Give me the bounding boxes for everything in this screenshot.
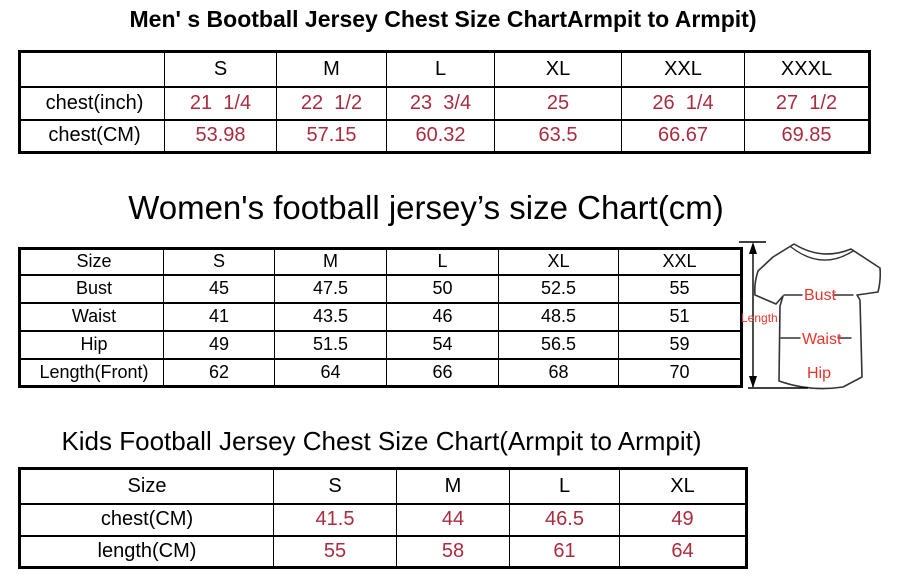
cell: 23 3/4: [386, 85, 495, 121]
length-arrowhead-top: [749, 242, 757, 254]
cell: 44: [396, 502, 510, 537]
kids-chart-title: Kids Football Jersey Chest Size Chart(Ar…: [61, 426, 702, 456]
cell: 43.5: [274, 301, 387, 332]
table-row: chest(CM) 53.98 57.15 60.32 63.5 66.67 6…: [19, 118, 870, 154]
cell: 58: [396, 534, 510, 569]
column-header: XXL: [621, 50, 745, 88]
row-label: Waist: [19, 301, 164, 332]
cell: 48.5: [498, 301, 619, 332]
cell: 50: [386, 273, 499, 304]
cell: 41.5: [273, 502, 397, 537]
cell: 49: [619, 502, 747, 537]
column-header: L: [509, 467, 620, 505]
column-header: XL: [619, 467, 747, 505]
hip-label: Hip: [807, 365, 831, 382]
row-label: chest(CM): [19, 118, 165, 154]
mens-chart-title: Men' s Bootball Jersey Chest Size ChartA…: [129, 6, 757, 32]
cell: 26 1/4: [621, 85, 745, 121]
cell: 49: [163, 329, 275, 360]
table-header-row: Size S M L XL XXL: [19, 247, 742, 276]
column-header: Size: [19, 247, 164, 276]
column-header: S: [164, 50, 277, 88]
cell: 45: [163, 273, 275, 304]
column-header: L: [386, 247, 499, 276]
table-row: Length(Front) 62 64 66 68 70: [19, 357, 742, 388]
cell: 57.15: [276, 118, 387, 154]
bust-label: Bust: [804, 287, 837, 304]
column-header: XXL: [618, 247, 742, 276]
table-row: chest(CM) 41.5 44 46.5 49: [19, 502, 747, 537]
cell: 47.5: [274, 273, 387, 304]
cell: 46: [386, 301, 499, 332]
cell: 59: [618, 329, 742, 360]
cell: 21 1/4: [164, 85, 277, 121]
cell: 53.98: [164, 118, 277, 154]
column-header: L: [386, 50, 495, 88]
table-row: Waist 41 43.5 46 48.5 51: [19, 301, 742, 332]
cell: 52.5: [498, 273, 619, 304]
mens-size-table: S M L XL XXL XXXL chest(inch) 21 1/4 22 …: [18, 50, 871, 154]
column-header: M: [274, 247, 387, 276]
cell: 68: [498, 357, 619, 388]
cell: 66.67: [621, 118, 745, 154]
column-header: XL: [498, 247, 619, 276]
table-header-row: Size S M L XL: [19, 467, 747, 505]
cell: 70: [618, 357, 742, 388]
cell: 51: [618, 301, 742, 332]
cell: 55: [273, 534, 397, 569]
row-label: chest(CM): [19, 502, 274, 537]
tshirt-measurement-diagram: Length Bust Waist Hip: [739, 241, 882, 390]
cell: 61: [509, 534, 620, 569]
cell: 62: [163, 357, 275, 388]
table-row: chest(inch) 21 1/4 22 1/2 23 3/4 25 26 1…: [19, 85, 870, 121]
collar-inner-line: [790, 246, 854, 261]
cell: 22 1/2: [276, 85, 387, 121]
cell: 41: [163, 301, 275, 332]
cell: 64: [274, 357, 387, 388]
cell: 27 1/2: [744, 85, 870, 121]
cell: 64: [619, 534, 747, 569]
cell: 66: [386, 357, 499, 388]
column-header: S: [163, 247, 275, 276]
cell: 55: [618, 273, 742, 304]
column-header: M: [396, 467, 510, 505]
table-row: Bust 45 47.5 50 52.5 55: [19, 273, 742, 304]
row-label: chest(inch): [19, 85, 165, 121]
womens-chart-title: Women's football jersey’s size Chart(cm): [128, 189, 724, 226]
shirt-outline: [754, 243, 882, 390]
cell: 25: [494, 85, 622, 121]
row-label: length(CM): [19, 534, 274, 569]
kids-size-table: Size S M L XL chest(CM) 41.5 44 46.5 49 …: [18, 467, 748, 569]
column-header: Size: [19, 467, 274, 505]
column-header: M: [276, 50, 387, 88]
waist-label: Waist: [802, 331, 842, 348]
cell: 46.5: [509, 502, 620, 537]
length-label: Length: [741, 311, 778, 325]
row-label: Hip: [19, 329, 164, 360]
cell: 56.5: [498, 329, 619, 360]
table-header-row: S M L XL XXL XXXL: [19, 50, 870, 88]
cell: 69.85: [744, 118, 870, 154]
womens-size-table: Size S M L XL XXL Bust 45 47.5 50 52.5 5…: [18, 247, 743, 388]
cell: 60.32: [386, 118, 495, 154]
column-header: XL: [494, 50, 622, 88]
cell: 54: [386, 329, 499, 360]
table-row: Hip 49 51.5 54 56.5 59: [19, 329, 742, 360]
cell: 51.5: [274, 329, 387, 360]
column-header: [19, 50, 165, 88]
length-arrowhead-bottom: [749, 376, 757, 388]
table-row: length(CM) 55 58 61 64: [19, 534, 747, 569]
column-header: S: [273, 467, 397, 505]
column-header: XXXL: [744, 50, 870, 88]
cell: 63.5: [494, 118, 622, 154]
row-label: Length(Front): [19, 357, 164, 388]
row-label: Bust: [19, 273, 164, 304]
